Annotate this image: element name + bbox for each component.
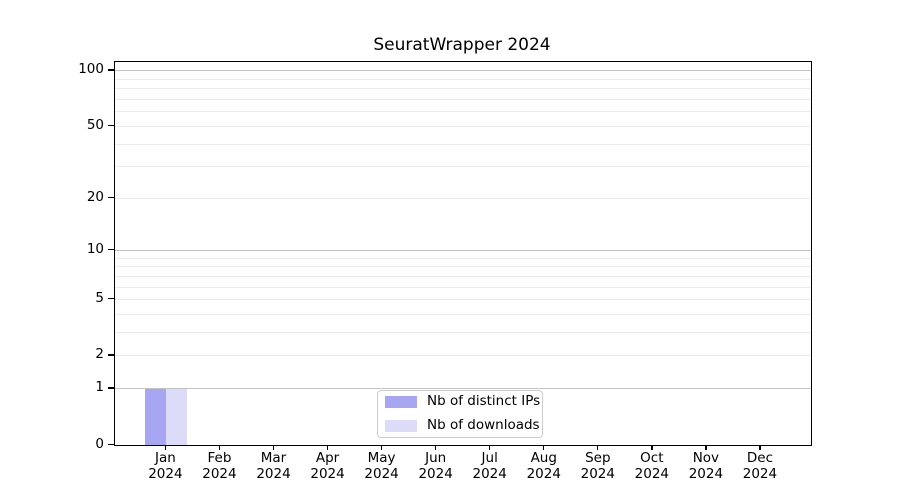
x-tick-label: Jun 2024: [408, 450, 464, 482]
legend-row-distinct-ips: Nb of distinct IPs: [385, 393, 540, 412]
bar-nb-of-downloads: [166, 388, 188, 445]
minor-gridline: [115, 166, 811, 168]
y-tick-mark: [108, 249, 114, 251]
legend-label-distinct-ips: Nb of distinct IPs: [427, 393, 541, 410]
x-tick-label-year: 2024: [472, 466, 507, 482]
x-tick-label-year: 2024: [148, 466, 183, 482]
minor-gridline: [115, 197, 811, 199]
x-tick-mark: [543, 445, 545, 450]
major-gridline: [115, 250, 811, 252]
x-tick-mark: [597, 445, 599, 450]
x-tick-mark: [218, 445, 221, 450]
y-tick-mark: [108, 443, 114, 445]
x-tick-label-year: 2024: [580, 466, 615, 482]
x-tick-label-year: 2024: [418, 466, 453, 482]
minor-gridline: [115, 88, 811, 90]
minor-gridline: [115, 299, 811, 301]
x-tick-label: Dec 2024: [732, 450, 788, 482]
x-tick-label: May 2024: [354, 450, 410, 482]
x-tick-label: Oct 2024: [624, 450, 680, 482]
chart-title: SeuratWrapper 2024: [373, 35, 551, 55]
x-tick-label: Nov 2024: [678, 450, 734, 482]
x-tick-label-year: 2024: [310, 466, 345, 482]
legend-swatch-distinct-ips: [385, 396, 417, 408]
legend: Nb of distinct IPs Nb of downloads: [377, 390, 543, 438]
x-tick-mark: [705, 445, 707, 450]
major-gridline: [115, 388, 811, 390]
major-gridline: [115, 70, 811, 72]
x-tick-label-year: 2024: [634, 466, 670, 482]
x-tick-mark: [651, 445, 653, 450]
x-tick-label-year: 2024: [256, 466, 291, 482]
x-tick-mark: [164, 445, 167, 450]
x-tick-mark: [327, 445, 329, 450]
x-tick-mark: [435, 445, 437, 450]
y-tick-label: 1: [95, 379, 104, 396]
x-tick-label-year: 2024: [202, 466, 237, 482]
y-tick-label: 2: [95, 346, 104, 363]
x-tick-label-year: 2024: [526, 466, 561, 482]
minor-gridline: [115, 355, 811, 357]
x-tick-label: Apr 2024: [300, 450, 356, 482]
minor-gridline: [115, 99, 811, 101]
x-tick-mark: [489, 445, 491, 450]
x-tick-label: Mar 2024: [246, 450, 302, 482]
x-tick-mark: [759, 445, 761, 450]
x-tick-label-year: 2024: [364, 466, 399, 482]
x-tick-label-year: 2024: [742, 466, 778, 482]
x-tick-label: Aug 2024: [516, 450, 572, 482]
minor-gridline: [115, 257, 811, 259]
minor-gridline: [115, 266, 811, 268]
y-tick-label: 5: [95, 290, 104, 307]
y-tick-mark: [108, 196, 114, 198]
x-tick-label: Jul 2024: [462, 450, 518, 482]
x-tick-label: Sep 2024: [570, 450, 626, 482]
x-tick-label: Jan 2024: [137, 450, 193, 482]
x-tick-mark: [273, 445, 275, 450]
x-tick-label-year: 2024: [688, 466, 724, 482]
bar-nb-of-distinct-ips: [145, 388, 167, 445]
legend-row-downloads: Nb of downloads: [385, 417, 540, 436]
legend-label-downloads: Nb of downloads: [427, 417, 540, 434]
minor-gridline: [115, 143, 811, 145]
minor-gridline: [115, 286, 811, 288]
y-tick-mark: [108, 387, 114, 389]
minor-gridline: [115, 125, 811, 127]
minor-gridline: [115, 78, 811, 80]
x-tick-label: Feb 2024: [191, 450, 247, 482]
y-tick-label: 50: [86, 116, 104, 133]
y-tick-mark: [108, 354, 114, 356]
plot-area: Nb of distinct IPs Nb of downloads: [114, 61, 812, 446]
y-tick-label: 0: [95, 435, 104, 452]
legend-swatch-downloads: [385, 420, 417, 432]
y-tick-label: 20: [86, 188, 104, 205]
minor-gridline: [115, 332, 811, 334]
y-tick-mark: [108, 298, 114, 300]
minor-gridline: [115, 314, 811, 316]
y-tick-label: 10: [86, 241, 104, 258]
minor-gridline: [115, 111, 811, 113]
y-tick-label: 100: [78, 61, 104, 78]
minor-gridline: [115, 275, 811, 277]
x-tick-mark: [381, 445, 383, 450]
y-tick-mark: [108, 124, 114, 127]
y-tick-mark: [108, 69, 114, 71]
